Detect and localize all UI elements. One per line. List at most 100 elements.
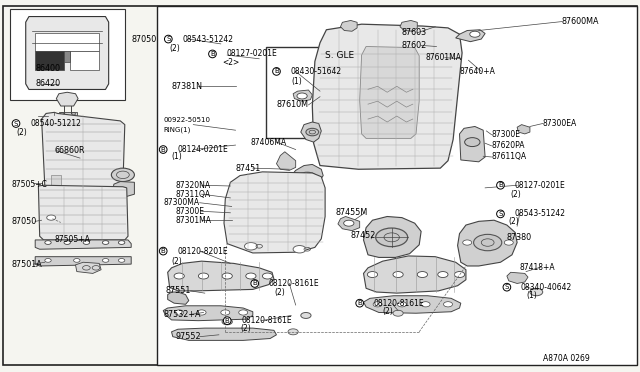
Text: 87320NA: 87320NA — [176, 181, 211, 190]
Text: B: B — [357, 300, 362, 306]
Circle shape — [530, 288, 543, 296]
Polygon shape — [42, 112, 125, 190]
Circle shape — [175, 310, 184, 315]
Polygon shape — [112, 182, 134, 197]
Text: 08340-40642: 08340-40642 — [521, 283, 572, 292]
Text: 08127-0201E: 08127-0201E — [515, 181, 565, 190]
Text: S: S — [166, 36, 170, 42]
Circle shape — [465, 138, 480, 147]
Circle shape — [262, 273, 273, 279]
Circle shape — [417, 272, 428, 278]
Text: (1): (1) — [172, 153, 182, 161]
Text: 87451: 87451 — [236, 164, 260, 173]
Text: B: B — [225, 318, 230, 324]
Text: 87455M: 87455M — [336, 208, 368, 217]
Text: B: B — [161, 248, 166, 254]
Text: 08540-51212: 08540-51212 — [30, 119, 81, 128]
Polygon shape — [224, 172, 325, 253]
Circle shape — [463, 240, 472, 245]
Text: B: B — [252, 280, 257, 286]
Circle shape — [222, 319, 232, 325]
Bar — [10, 9, 125, 100]
Text: 08120-8161E: 08120-8161E — [374, 299, 424, 308]
Polygon shape — [364, 296, 461, 313]
Text: S: S — [505, 284, 509, 290]
Text: 00922-50510: 00922-50510 — [163, 117, 210, 123]
Text: RING(1): RING(1) — [163, 126, 191, 133]
Polygon shape — [458, 220, 517, 266]
Circle shape — [393, 310, 403, 316]
Text: 87452: 87452 — [351, 231, 376, 240]
Polygon shape — [35, 240, 131, 249]
Text: 08127-0201E: 08127-0201E — [227, 49, 277, 58]
Text: (1): (1) — [291, 77, 302, 86]
Text: 87300E: 87300E — [176, 207, 205, 216]
Circle shape — [293, 246, 306, 253]
Text: 08430-51642: 08430-51642 — [291, 67, 342, 76]
Circle shape — [102, 241, 109, 244]
Text: 87601MA: 87601MA — [426, 53, 461, 62]
Circle shape — [47, 215, 56, 220]
Text: 87551: 87551 — [165, 286, 191, 295]
Polygon shape — [26, 16, 109, 89]
Polygon shape — [338, 217, 360, 231]
Circle shape — [111, 168, 134, 182]
Circle shape — [301, 312, 311, 318]
Text: 08120-8161E: 08120-8161E — [269, 279, 319, 288]
Text: 87050: 87050 — [12, 217, 36, 226]
Text: 87381N: 87381N — [172, 82, 202, 91]
Circle shape — [118, 241, 125, 244]
Text: S: S — [14, 121, 18, 126]
Polygon shape — [360, 46, 419, 138]
Text: 87640+A: 87640+A — [460, 67, 495, 76]
Text: 08120-8161E: 08120-8161E — [241, 316, 292, 325]
Text: (2): (2) — [172, 257, 182, 266]
Text: (2): (2) — [170, 44, 180, 53]
Text: 97552: 97552 — [176, 332, 202, 341]
Circle shape — [64, 241, 70, 244]
Bar — [157, 6, 637, 365]
Circle shape — [74, 259, 80, 262]
Text: 87610M: 87610M — [276, 100, 308, 109]
Bar — [35, 51, 64, 70]
Circle shape — [344, 220, 354, 226]
Bar — [51, 175, 61, 186]
Polygon shape — [38, 185, 128, 240]
Text: 87300EA: 87300EA — [543, 119, 577, 128]
Text: 87600MA: 87600MA — [562, 17, 600, 26]
Bar — [266, 46, 374, 138]
Circle shape — [397, 302, 406, 307]
Circle shape — [45, 241, 51, 244]
Circle shape — [118, 259, 125, 262]
Polygon shape — [163, 306, 253, 321]
Text: (2): (2) — [274, 288, 285, 296]
Polygon shape — [172, 328, 276, 340]
Circle shape — [297, 93, 307, 99]
Circle shape — [470, 31, 480, 37]
Text: 08543-51242: 08543-51242 — [515, 209, 566, 218]
Circle shape — [298, 172, 317, 183]
Text: <2>: <2> — [223, 58, 240, 67]
Polygon shape — [168, 292, 189, 304]
Text: 87532+A: 87532+A — [163, 310, 201, 319]
Text: 87406MA: 87406MA — [251, 138, 287, 147]
Circle shape — [198, 273, 209, 279]
Polygon shape — [340, 20, 357, 31]
Text: B: B — [498, 182, 503, 188]
Polygon shape — [276, 152, 296, 170]
Text: 87501A: 87501A — [12, 260, 42, 269]
Circle shape — [102, 259, 109, 262]
Text: (2): (2) — [16, 128, 27, 137]
Circle shape — [504, 240, 513, 245]
Text: S: S — [499, 211, 502, 217]
Text: S. GLE: S. GLE — [325, 51, 355, 60]
Text: (1): (1) — [526, 291, 537, 300]
Text: 87300MA: 87300MA — [163, 198, 199, 207]
Text: (2): (2) — [383, 307, 394, 316]
Circle shape — [244, 243, 257, 250]
Text: 87505+A: 87505+A — [54, 235, 90, 244]
Circle shape — [367, 272, 378, 278]
Polygon shape — [312, 24, 462, 169]
Circle shape — [474, 234, 502, 251]
Polygon shape — [168, 261, 274, 291]
